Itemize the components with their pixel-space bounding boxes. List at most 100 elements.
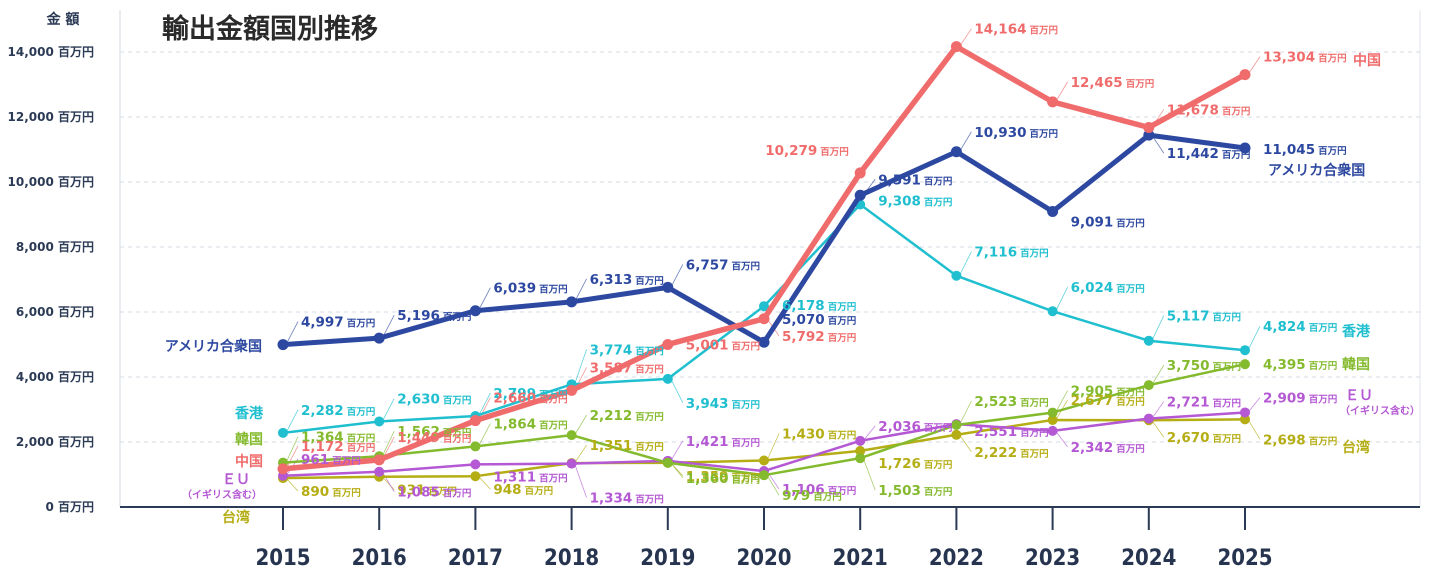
china-value-label: 12,465 百万円 xyxy=(1071,75,1155,91)
hongkong-legend-right: 香港 xyxy=(1341,323,1371,340)
hongkong-point xyxy=(1143,335,1154,346)
taiwan-leader xyxy=(574,444,587,464)
china-value-label: 11,678 百万円 xyxy=(1167,102,1251,118)
x-tick-label: 2017 xyxy=(448,546,503,571)
usa-value-label: 11,045 百万円 xyxy=(1263,142,1347,158)
usa-value-label: 9,591 百万円 xyxy=(878,172,952,188)
china-leader xyxy=(959,28,972,47)
eu-value-label: 1,085 百万円 xyxy=(397,485,471,501)
eu-value-label: 2,342 百万円 xyxy=(1071,440,1145,456)
korea-point xyxy=(1143,380,1154,391)
eu-point xyxy=(855,435,866,446)
eu-leader xyxy=(1247,397,1261,413)
usa-point xyxy=(854,189,866,201)
taiwan-value-label: 1,430 百万円 xyxy=(782,427,856,443)
korea-leader xyxy=(381,431,395,457)
taiwan-leader xyxy=(766,433,780,461)
usa-point xyxy=(373,332,385,344)
x-axis: 2015 2016 2017 2018 2019 2020 2021 2022 2023 2024… xyxy=(120,506,1420,571)
korea-value-label: 1,503 百万円 xyxy=(878,483,952,499)
taiwan-point xyxy=(470,471,481,482)
eu-value-label: 1,334 百万円 xyxy=(590,491,664,507)
usa-leader xyxy=(959,131,972,152)
hongkong-point xyxy=(951,270,962,281)
korea-value-label: 3,750 百万円 xyxy=(1167,358,1241,374)
hongkong-point xyxy=(1240,345,1250,356)
hongkong-leader xyxy=(285,409,299,434)
taiwan-leader xyxy=(1247,419,1261,440)
usa-value-label: 6,039 百万円 xyxy=(493,281,567,297)
eu-point xyxy=(566,458,577,469)
x-tick-label: 2021 xyxy=(833,546,888,571)
usa-value-label: 4,997 百万円 xyxy=(301,315,375,331)
hongkong-point xyxy=(662,373,673,384)
taiwan-value-label: 948 百万円 xyxy=(493,482,553,498)
y-tick-label: 2,000 百万円 xyxy=(16,435,94,449)
china-point xyxy=(1047,96,1059,108)
eu-point xyxy=(470,459,481,470)
hongkong-leader xyxy=(959,251,972,276)
korea-leader xyxy=(1055,390,1068,413)
usa-legend-right: アメリカ合衆国 xyxy=(1268,162,1365,179)
eu-leader xyxy=(670,440,684,462)
usa-value-label: 6,313 百万円 xyxy=(590,272,664,288)
korea-point xyxy=(855,453,866,464)
eu-value-label: 2,721 百万円 xyxy=(1167,395,1241,411)
korea-leader xyxy=(862,458,876,491)
china-point xyxy=(277,463,289,475)
china-leader xyxy=(1247,56,1261,75)
eu-value-label: 1,311 百万円 xyxy=(493,469,567,485)
usa-value-label: 9,091 百万円 xyxy=(1071,215,1145,231)
hongkong-point xyxy=(278,427,288,438)
china-value-label: 2,660 百万円 xyxy=(493,391,567,407)
hongkong-value-label: 2,799 百万円 xyxy=(493,386,567,402)
taiwan-leader xyxy=(959,434,972,453)
hongkong-point xyxy=(759,301,769,312)
taiwan-value-label: 931 百万円 xyxy=(397,483,457,499)
taiwan-value-label: 2,222 百万円 xyxy=(974,445,1048,461)
usa-value-label: 5,070 百万円 xyxy=(782,312,856,328)
korea-point xyxy=(470,441,481,452)
taiwan-point xyxy=(855,445,866,456)
x-tick-label: 2015 xyxy=(255,546,310,571)
eu-leader xyxy=(574,463,587,498)
korea-leader xyxy=(478,423,491,447)
korea-point xyxy=(662,457,673,468)
hongkong-point xyxy=(374,416,385,427)
korea-value-label: 2,905 百万円 xyxy=(1071,384,1145,400)
hongkong-value-label: 5,117 百万円 xyxy=(1167,309,1241,325)
hongkong-leader xyxy=(1055,287,1068,312)
y-tick-label: 12,000 百万円 xyxy=(8,110,95,124)
eu-point xyxy=(1047,425,1058,436)
eu-value-label: 2,909 百万円 xyxy=(1263,390,1337,406)
x-tick-label: 2018 xyxy=(544,546,599,571)
taiwan-value-label: 2,670 百万円 xyxy=(1167,430,1241,446)
china-point xyxy=(566,384,578,396)
usa-value-label: 10,930 百万円 xyxy=(974,125,1058,141)
hongkong-value-label: 6,024 百万円 xyxy=(1071,280,1145,296)
usa-point xyxy=(1239,142,1251,154)
china-value-label: 10,279 百万円 xyxy=(765,143,849,159)
hongkong-value-label: 7,116 百万円 xyxy=(974,245,1048,261)
china-value-label: 1,172 百万円 xyxy=(301,439,375,455)
x-tick-label: 2025 xyxy=(1217,546,1272,571)
usa-legend-left: アメリカ合衆国 xyxy=(165,338,262,355)
eu-value-label: 961 百万円 xyxy=(301,452,361,468)
korea-leader xyxy=(670,462,684,479)
eu-legend-left: ＥＵ xyxy=(222,472,250,488)
taiwan-value-label: 1,351 百万円 xyxy=(590,438,664,454)
y-tick-label: 6,000 百万円 xyxy=(16,305,94,319)
eu-leader xyxy=(1151,401,1165,419)
usa-point xyxy=(277,339,289,351)
taiwan-leader xyxy=(1151,419,1165,438)
korea-point xyxy=(759,470,769,481)
korea-leader xyxy=(766,474,780,496)
eu-note-left: （イギリス含む） xyxy=(182,488,262,501)
eu-leader xyxy=(1055,430,1068,448)
y-tick-label: 4,000 百万円 xyxy=(16,370,94,384)
korea-point xyxy=(951,420,962,431)
china-point xyxy=(1143,121,1155,133)
korea-legend-left: 韓国 xyxy=(235,431,263,448)
hongkong-leader xyxy=(574,349,587,385)
